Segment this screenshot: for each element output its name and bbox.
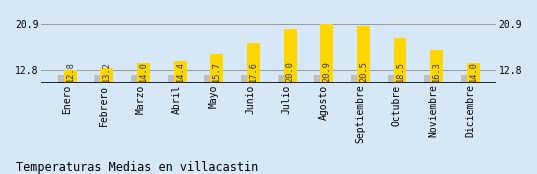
Bar [58,75,69,83]
Bar [314,75,326,83]
Text: 20.0: 20.0 [286,61,295,82]
Bar [357,26,370,83]
Bar [211,54,223,83]
Bar [174,61,186,83]
Bar [278,75,289,83]
Bar [95,75,106,83]
Bar [64,70,77,83]
Bar [461,75,473,83]
Text: 14.0: 14.0 [139,61,148,82]
Bar [351,75,362,83]
Bar [205,75,216,83]
Text: 15.7: 15.7 [212,61,221,82]
Text: Temperaturas Medias en villacastin: Temperaturas Medias en villacastin [16,161,258,174]
Bar [388,75,400,83]
Text: 14.0: 14.0 [469,61,478,82]
Text: 20.5: 20.5 [359,61,368,82]
Bar [467,63,480,83]
Text: 16.3: 16.3 [432,61,441,82]
Bar [247,43,260,83]
Text: 17.6: 17.6 [249,61,258,82]
Bar [241,75,253,83]
Text: 18.5: 18.5 [396,61,404,82]
Bar [137,63,150,83]
Text: 13.2: 13.2 [103,61,111,82]
Bar [430,50,443,83]
Bar [424,75,436,83]
Text: 12.8: 12.8 [66,61,75,82]
Bar [131,75,143,83]
Text: 14.4: 14.4 [176,61,185,82]
Bar [100,68,113,83]
Bar [394,38,407,83]
Bar [284,29,296,83]
Text: 20.9: 20.9 [322,61,331,82]
Bar [321,24,333,83]
Bar [168,75,179,83]
